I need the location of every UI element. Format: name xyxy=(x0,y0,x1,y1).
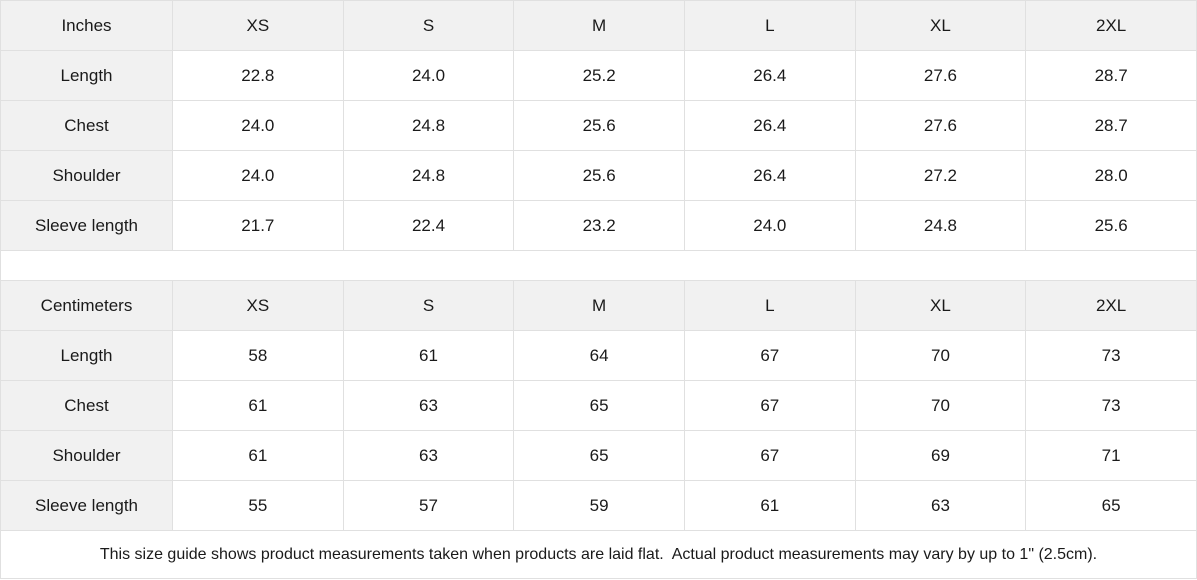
measurement-cell: 61 xyxy=(342,330,515,381)
measurement-cell: 65 xyxy=(513,430,685,481)
table-row-chest-cm: Chest 61 63 65 67 70 73 xyxy=(0,380,1197,431)
measurement-cell: 25.6 xyxy=(513,100,685,151)
measurement-cell: 22.4 xyxy=(342,200,515,251)
measurement-cell: 73 xyxy=(1025,330,1197,381)
measurement-cell: 61 xyxy=(683,480,856,531)
measurement-cell: 70 xyxy=(854,330,1027,381)
measurement-cell: 21.7 xyxy=(172,200,344,251)
inches-table: Inches XS S M L XL 2XL Length 22.8 24.0 … xyxy=(0,0,1197,251)
measurement-cell: 26.4 xyxy=(683,100,856,151)
measurement-cell: 63 xyxy=(342,380,515,431)
measurement-cell: 27.6 xyxy=(854,100,1027,151)
row-label: Sleeve length xyxy=(0,200,173,251)
measurement-cell: 23.2 xyxy=(513,200,685,251)
measurement-cell: 24.0 xyxy=(172,150,344,201)
size-column-header-l: L xyxy=(683,0,856,51)
size-column-header-xs: XS xyxy=(172,0,344,51)
measurement-cell: 67 xyxy=(683,430,856,481)
table-row-shoulder-inches: Shoulder 24.0 24.8 25.6 26.4 27.2 28.0 xyxy=(0,150,1197,201)
measurement-cell: 25.6 xyxy=(1025,200,1197,251)
measurement-cell: 24.0 xyxy=(172,100,344,151)
measurement-cell: 24.0 xyxy=(683,200,856,251)
measurement-cell: 67 xyxy=(683,330,856,381)
unit-header-centimeters: Centimeters xyxy=(0,280,173,331)
size-column-header-2xl: 2XL xyxy=(1025,0,1197,51)
measurement-cell: 65 xyxy=(1025,480,1197,531)
measurement-cell: 65 xyxy=(513,380,685,431)
table-row-chest-inches: Chest 24.0 24.8 25.6 26.4 27.6 28.7 xyxy=(0,100,1197,151)
size-column-header-m: M xyxy=(513,280,685,331)
table-spacer xyxy=(0,251,1197,280)
measurement-cell: 24.0 xyxy=(342,50,515,101)
centimeters-table: Centimeters XS S M L XL 2XL Length 58 61… xyxy=(0,280,1197,531)
measurement-cell: 28.0 xyxy=(1025,150,1197,201)
size-column-header-s: S xyxy=(342,280,515,331)
size-column-header-xl: XL xyxy=(854,0,1027,51)
size-guide-note: This size guide shows product measuremen… xyxy=(0,531,1197,579)
measurement-cell: 24.8 xyxy=(854,200,1027,251)
inches-header-row: Inches XS S M L XL 2XL xyxy=(0,0,1197,51)
measurement-cell: 26.4 xyxy=(683,50,856,101)
measurement-cell: 55 xyxy=(172,480,344,531)
measurement-cell: 64 xyxy=(513,330,685,381)
row-label: Length xyxy=(0,330,173,381)
row-label: Shoulder xyxy=(0,430,173,481)
size-column-header-m: M xyxy=(513,0,685,51)
measurement-cell: 22.8 xyxy=(172,50,344,101)
table-row-shoulder-cm: Shoulder 61 63 65 67 69 71 xyxy=(0,430,1197,481)
measurement-cell: 58 xyxy=(172,330,344,381)
measurement-cell: 63 xyxy=(342,430,515,481)
measurement-cell: 27.2 xyxy=(854,150,1027,201)
unit-header-inches: Inches xyxy=(0,0,173,51)
measurement-cell: 26.4 xyxy=(683,150,856,201)
size-column-header-2xl: 2XL xyxy=(1025,280,1197,331)
measurement-cell: 71 xyxy=(1025,430,1197,481)
measurement-cell: 63 xyxy=(854,480,1027,531)
measurement-cell: 57 xyxy=(342,480,515,531)
size-column-header-l: L xyxy=(683,280,856,331)
row-label: Length xyxy=(0,50,173,101)
table-row-length-inches: Length 22.8 24.0 25.2 26.4 27.6 28.7 xyxy=(0,50,1197,101)
measurement-cell: 24.8 xyxy=(342,150,515,201)
measurement-cell: 27.6 xyxy=(854,50,1027,101)
measurement-cell: 61 xyxy=(172,380,344,431)
measurement-cell: 28.7 xyxy=(1025,100,1197,151)
size-column-header-xs: XS xyxy=(172,280,344,331)
measurement-cell: 25.2 xyxy=(513,50,685,101)
size-column-header-s: S xyxy=(342,0,515,51)
centimeters-header-row: Centimeters XS S M L XL 2XL xyxy=(0,280,1197,331)
measurement-cell: 69 xyxy=(854,430,1027,481)
measurement-cell: 67 xyxy=(683,380,856,431)
measurement-cell: 59 xyxy=(513,480,685,531)
measurement-cell: 70 xyxy=(854,380,1027,431)
table-row-length-cm: Length 58 61 64 67 70 73 xyxy=(0,330,1197,381)
table-row-sleeve-cm: Sleeve length 55 57 59 61 63 65 xyxy=(0,480,1197,531)
measurement-cell: 24.8 xyxy=(342,100,515,151)
row-label: Shoulder xyxy=(0,150,173,201)
measurement-cell: 28.7 xyxy=(1025,50,1197,101)
measurement-cell: 25.6 xyxy=(513,150,685,201)
measurement-cell: 61 xyxy=(172,430,344,481)
measurement-cell: 73 xyxy=(1025,380,1197,431)
row-label: Chest xyxy=(0,380,173,431)
row-label: Chest xyxy=(0,100,173,151)
table-row-sleeve-inches: Sleeve length 21.7 22.4 23.2 24.0 24.8 2… xyxy=(0,200,1197,251)
size-column-header-xl: XL xyxy=(854,280,1027,331)
row-label: Sleeve length xyxy=(0,480,173,531)
